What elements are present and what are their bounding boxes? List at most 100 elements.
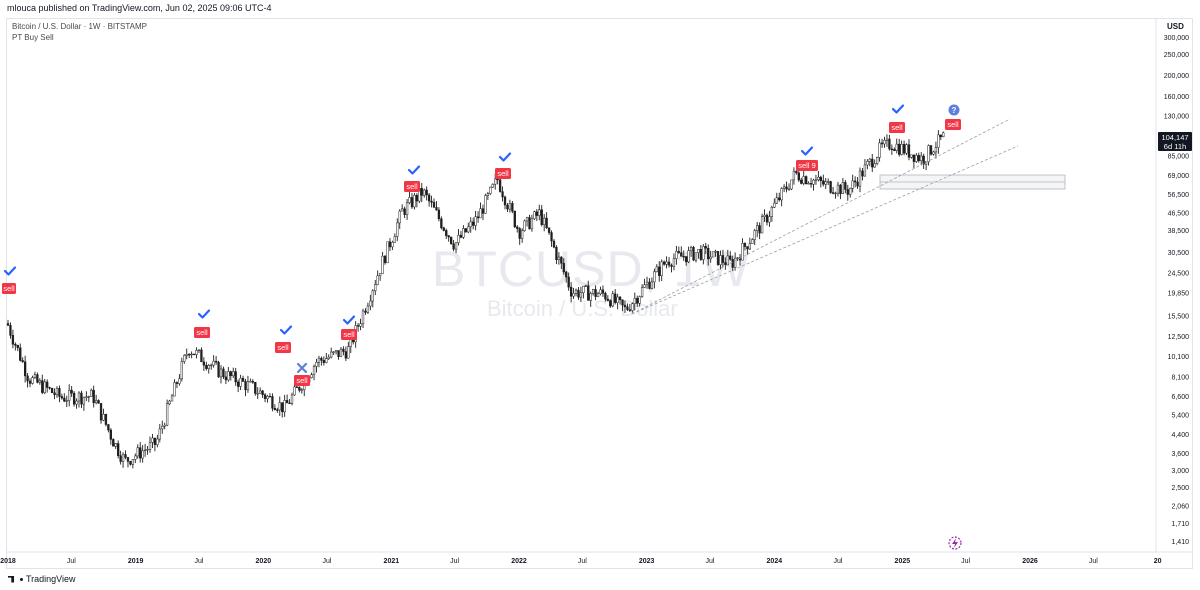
- candle-body: [146, 449, 149, 451]
- candle-series: [6, 130, 945, 469]
- candle-body: [902, 144, 906, 154]
- candle-body: [689, 247, 693, 251]
- candle-body: [807, 183, 810, 185]
- candle-body: [898, 143, 901, 155]
- candle-body: [582, 285, 585, 294]
- candle-body: [934, 147, 938, 153]
- candle-body: [119, 455, 122, 462]
- candle-body: [910, 154, 913, 158]
- candle-body: [861, 170, 864, 177]
- sell-badge-bg: [889, 122, 905, 133]
- candle-body: [227, 371, 230, 381]
- indicator-legend[interactable]: PT Buy Sell: [12, 33, 54, 42]
- candle-body: [268, 396, 272, 398]
- candle-body: [498, 179, 502, 192]
- publisher-text: mlouca published on TradingView.com, Jun…: [7, 3, 272, 13]
- time-tick-label: 2026: [1022, 558, 1038, 565]
- candle-body: [878, 142, 881, 158]
- sell-badge: sell: [275, 342, 291, 353]
- time-tick-label: 2024: [767, 558, 783, 565]
- price-tick-label: 46,500: [1168, 210, 1190, 217]
- candle-body: [555, 246, 558, 260]
- candle-body: [112, 439, 115, 447]
- candle-body: [214, 360, 218, 363]
- candle-body: [895, 143, 898, 151]
- sell-badge-label: sell: [947, 120, 959, 129]
- candle-body: [210, 364, 213, 367]
- candle-body: [572, 292, 575, 297]
- candle-body: [6, 323, 10, 326]
- candle-body: [888, 138, 891, 150]
- candle-body: [942, 132, 945, 138]
- candle-body: [584, 285, 587, 287]
- price-tick-label: 1,410: [1171, 539, 1189, 546]
- candle-body: [932, 151, 935, 155]
- candle-body: [858, 170, 862, 187]
- candle-body: [217, 361, 220, 378]
- candle-body: [388, 241, 392, 248]
- price-tick-label: 160,000: [1164, 94, 1189, 101]
- candle-body: [126, 457, 130, 462]
- candle-body: [364, 310, 367, 313]
- candle-body: [467, 226, 470, 233]
- candle-body: [141, 450, 144, 459]
- price-tick-label: 85,000: [1168, 154, 1190, 161]
- candle-body: [611, 293, 614, 307]
- candle-body: [751, 239, 754, 244]
- candle-body: [543, 217, 546, 225]
- candle-body: [38, 380, 41, 383]
- candle-body: [183, 355, 186, 362]
- candle-body: [599, 289, 602, 295]
- candle-body: [853, 180, 857, 183]
- candle-body: [300, 389, 303, 391]
- candle-body: [398, 210, 401, 224]
- symbol-legend[interactable]: Bitcoin / U.S. Dollar · 1W · BITSTAMP: [12, 22, 147, 31]
- candle-body: [401, 208, 404, 212]
- candle-body: [447, 235, 450, 238]
- candle-body: [827, 181, 830, 183]
- candle-body: [26, 375, 29, 382]
- candle-body: [14, 343, 17, 346]
- price-tick-label: 3,000: [1171, 468, 1189, 475]
- candle-body: [822, 180, 825, 185]
- sell-badge-bg: [294, 375, 310, 386]
- candle-body: [484, 195, 487, 214]
- candle-body: [405, 202, 409, 215]
- candle-body: [440, 218, 443, 229]
- last-price-badge: 104,147 6d 11h: [1158, 132, 1192, 151]
- candle-body: [391, 242, 394, 248]
- candle-body: [114, 443, 117, 447]
- candle-body: [540, 209, 543, 225]
- time-tick-label: Jul: [323, 558, 332, 565]
- candle-body: [63, 397, 66, 402]
- currency-label[interactable]: USD: [1167, 22, 1184, 31]
- candle-body: [814, 179, 818, 181]
- bar-countdown: 6d 11h: [1163, 142, 1187, 151]
- tradingview-logo[interactable]: TradingView: [8, 574, 76, 584]
- candle-body: [589, 293, 592, 301]
- candle-body: [58, 388, 61, 397]
- candle-body: [281, 402, 284, 413]
- candle-body: [87, 396, 90, 398]
- sell-badge-label: sell: [277, 343, 289, 352]
- candle-body: [714, 251, 717, 253]
- candle-body: [212, 360, 215, 366]
- candle-body: [315, 361, 318, 367]
- candle-body: [866, 161, 869, 166]
- candle-body: [667, 261, 671, 266]
- time-tick-label: Jul: [67, 558, 76, 565]
- sell-badge-label: sell: [3, 284, 15, 293]
- candle-body: [905, 144, 908, 154]
- price-tick-label: 12,500: [1168, 334, 1190, 341]
- candle-body: [415, 194, 419, 202]
- candle-body: [768, 216, 771, 223]
- check-icon: [279, 325, 293, 335]
- time-tick-label: 2019: [128, 558, 144, 565]
- sell-badge: sell: [945, 119, 961, 130]
- time-tick-label: Jul: [834, 558, 843, 565]
- candle-body: [577, 289, 580, 298]
- time-tick-label: 2018: [0, 558, 16, 565]
- candle-body: [523, 220, 526, 231]
- check-icon: [197, 309, 211, 319]
